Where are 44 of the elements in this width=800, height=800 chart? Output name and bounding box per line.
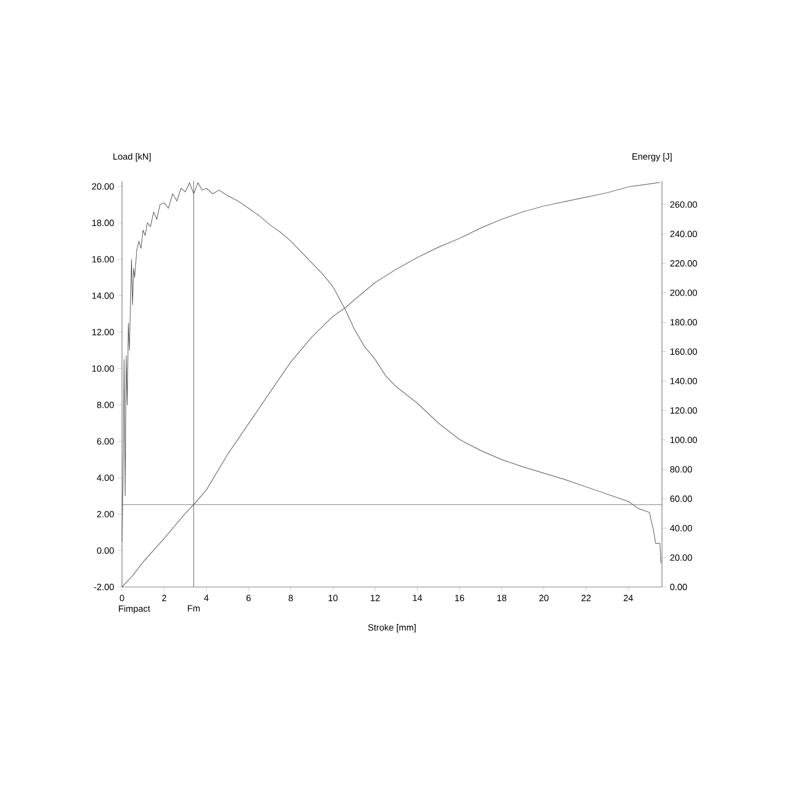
x-tick-label: 14 (413, 594, 422, 601)
y2-tick-label: 200.00 (670, 290, 697, 296)
y2-tick-label: 140.00 (670, 378, 697, 384)
x-tick-label: 0 (120, 594, 124, 602)
y2-tick-label: 160.00 (670, 348, 697, 355)
y-axis-title: Load [kN] (113, 153, 151, 162)
y2-axis-title: Energy [J] (632, 153, 672, 162)
x-tick-label: 6 (246, 594, 251, 602)
y2-tick-label: 240.00 (670, 230, 697, 238)
y2-tick-label: 40.00 (670, 524, 692, 532)
text: Fimpact (118, 605, 150, 614)
y2-tick-label: 260.00 (670, 201, 697, 208)
y-tick-label: 16.00 (92, 256, 114, 262)
x-tick-label: 2 (162, 594, 166, 602)
y-tick-label: -2.00 (94, 584, 114, 590)
ref-line-label: Fm (188, 605, 200, 612)
y2-tick-label: 60.00 (670, 496, 692, 502)
x-tick-label: 10 (328, 594, 338, 602)
x-tick-label: 18 (497, 594, 506, 602)
x-tick-label: 16 (455, 594, 464, 602)
x-tick-label: 24 (624, 594, 633, 602)
x-tick-label: 20 (539, 594, 549, 602)
y-tick-label: 2.00 (97, 510, 114, 518)
y-tick-label: 14.00 (92, 292, 114, 299)
y-tick-label: 10.00 (92, 365, 114, 372)
y-tick-label: 18.00 (92, 220, 114, 226)
y2-tick-label: 100.00 (670, 436, 697, 444)
y-tick-label: 12.00 (92, 328, 114, 336)
x-tick-label: 22 (582, 594, 591, 602)
y2-tick-label: 120.00 (670, 407, 697, 414)
y2-tick-label: 20.00 (670, 554, 692, 561)
y-tick-label: 20.00 (92, 183, 114, 190)
y-tick-label: 4.00 (96, 474, 114, 481)
y-tick-label: 8.00 (97, 402, 114, 408)
y-tick-label: 0.00 (97, 547, 114, 554)
y2-tick-label: 180.00 (670, 319, 697, 326)
y2-tick-label: 80.00 (670, 466, 692, 473)
x-tick-label: 12 (370, 594, 380, 602)
x-tick-label: 4 (204, 594, 209, 601)
y2-tick-label: 220.00 (670, 260, 697, 267)
y-tick-label: 6.00 (97, 438, 114, 445)
x-axis-title: Stroke [mm] (368, 624, 416, 632)
x-tick-label: 8 (288, 594, 293, 602)
y2-tick-label: 0.00 (670, 584, 687, 590)
